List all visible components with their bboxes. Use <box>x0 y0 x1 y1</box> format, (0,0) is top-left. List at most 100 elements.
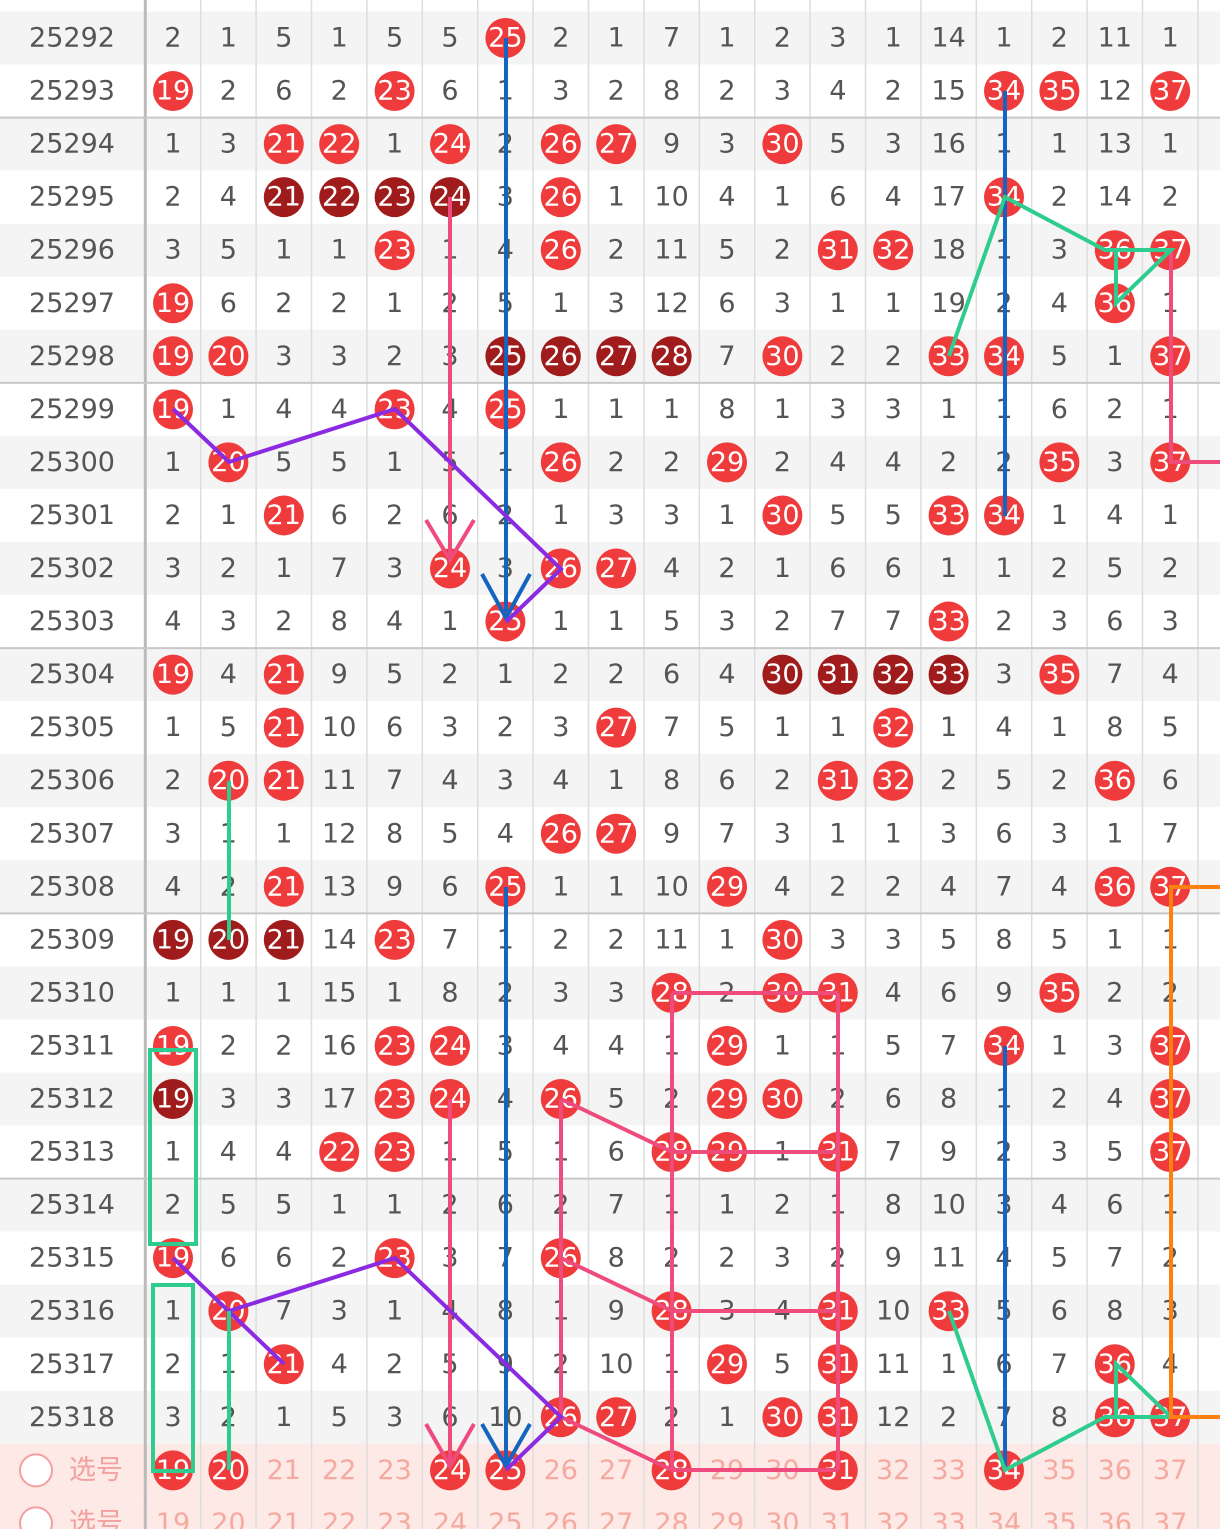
miss-count: 4 <box>1051 1190 1068 1221</box>
ball-number: 27 <box>599 553 633 584</box>
miss-count: 11 <box>1098 23 1132 54</box>
miss-count: 8 <box>718 394 735 425</box>
miss-count: 4 <box>164 606 181 637</box>
miss-count: 3 <box>885 129 902 160</box>
miss-count: 10 <box>654 871 688 902</box>
ball <box>208 336 249 377</box>
ball-number: 23 <box>377 182 411 213</box>
miss-count: 5 <box>1051 341 1068 372</box>
pick-number: 34 <box>987 1508 1021 1529</box>
miss-count: 2 <box>995 606 1012 637</box>
pick-number: 37 <box>1153 1455 1187 1486</box>
miss-count: 1 <box>220 977 237 1008</box>
miss-count: 1 <box>940 553 957 584</box>
ball-number: 23 <box>377 1084 411 1115</box>
miss-count: 1 <box>1051 500 1068 531</box>
miss-count: 6 <box>220 288 237 319</box>
miss-count: 7 <box>1051 1349 1068 1380</box>
ball-number: 21 <box>267 871 301 902</box>
ball <box>263 177 304 218</box>
ball-number: 26 <box>544 129 578 160</box>
period: 25294 <box>29 129 115 160</box>
miss-count: 2 <box>1051 765 1068 796</box>
miss-count: 4 <box>1051 871 1068 902</box>
miss-count: 1 <box>1106 341 1123 372</box>
miss-count: 3 <box>552 712 569 743</box>
miss-count: 1 <box>608 606 625 637</box>
miss-count: 4 <box>1106 1084 1123 1115</box>
ball <box>540 124 581 165</box>
ball <box>153 1025 193 1066</box>
miss-count: 10 <box>599 1349 633 1380</box>
miss-count: 9 <box>995 977 1012 1008</box>
miss-count: 4 <box>331 394 348 425</box>
ball-number: 33 <box>931 341 965 372</box>
miss-count: 2 <box>718 76 735 107</box>
period: 25293 <box>29 76 115 107</box>
miss-count: 8 <box>1106 1296 1123 1327</box>
period: 25313 <box>29 1137 115 1168</box>
miss-count: 1 <box>1106 818 1123 849</box>
miss-count: 2 <box>1162 553 1179 584</box>
miss-count: 2 <box>718 553 735 584</box>
miss-count: 1 <box>774 394 791 425</box>
miss-count: 6 <box>386 712 403 743</box>
pick-number: 35 <box>1042 1508 1076 1529</box>
miss-count: 2 <box>940 1402 957 1433</box>
select-radio[interactable] <box>19 1453 53 1488</box>
miss-count: 2 <box>940 765 957 796</box>
ball <box>596 1397 637 1438</box>
miss-count: 3 <box>774 76 791 107</box>
ball <box>928 495 969 536</box>
miss-count: 2 <box>663 447 680 478</box>
miss-count: 5 <box>331 1402 348 1433</box>
miss-count: 12 <box>1098 76 1132 107</box>
miss-count: 1 <box>275 553 292 584</box>
miss-count: 1 <box>552 606 569 637</box>
miss-count: 2 <box>774 23 791 54</box>
miss-count: 1 <box>829 288 846 319</box>
miss-count: 9 <box>331 659 348 690</box>
ball <box>707 1079 747 1119</box>
miss-count: 5 <box>774 1349 791 1380</box>
ball <box>374 1079 415 1119</box>
miss-count: 2 <box>164 1349 181 1380</box>
miss-count: 7 <box>829 606 846 637</box>
ball <box>596 124 637 165</box>
ball-number: 26 <box>544 818 578 849</box>
miss-count: 3 <box>164 235 181 266</box>
ball-number: 21 <box>267 129 301 160</box>
ball-number: 31 <box>821 765 855 796</box>
row-bg <box>0 435 1220 489</box>
miss-count: 4 <box>331 1349 348 1380</box>
miss-count: 8 <box>1106 712 1123 743</box>
row-bg <box>0 1337 1220 1391</box>
miss-count: 8 <box>441 977 458 1008</box>
ball <box>762 654 803 695</box>
miss-count: 1 <box>885 23 902 54</box>
ball-number: 21 <box>267 500 301 531</box>
pick-number: 21 <box>267 1508 301 1529</box>
miss-count: 5 <box>441 23 458 54</box>
ball <box>374 1025 415 1066</box>
select-label: 选号 <box>69 1455 123 1486</box>
miss-count: 11 <box>654 235 688 266</box>
miss-count: 7 <box>1106 659 1123 690</box>
ball <box>319 124 360 165</box>
ball <box>430 124 470 165</box>
ball <box>873 230 914 271</box>
miss-count: 1 <box>774 712 791 743</box>
select-radio[interactable] <box>19 1506 53 1529</box>
miss-count: 5 <box>1051 1243 1068 1274</box>
miss-count: 7 <box>995 871 1012 902</box>
ball <box>319 1132 360 1173</box>
miss-count: 1 <box>497 659 514 690</box>
row-bg <box>0 860 1220 914</box>
ball <box>596 707 637 748</box>
miss-count: 11 <box>931 1243 965 1274</box>
miss-count: 2 <box>940 447 957 478</box>
miss-count: 3 <box>220 129 237 160</box>
miss-count: 2 <box>774 765 791 796</box>
miss-count: 8 <box>885 1190 902 1221</box>
